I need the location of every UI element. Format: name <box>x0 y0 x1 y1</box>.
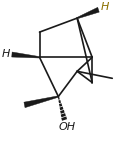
Polygon shape <box>58 97 60 100</box>
Polygon shape <box>60 106 63 110</box>
Polygon shape <box>61 113 66 117</box>
Polygon shape <box>12 52 40 58</box>
Text: H: H <box>2 49 10 59</box>
Polygon shape <box>58 100 61 103</box>
Polygon shape <box>59 103 62 107</box>
Polygon shape <box>60 110 65 114</box>
Polygon shape <box>61 116 67 121</box>
Polygon shape <box>24 96 58 108</box>
Text: OH: OH <box>58 122 76 132</box>
Text: H: H <box>101 2 109 12</box>
Polygon shape <box>77 7 99 19</box>
